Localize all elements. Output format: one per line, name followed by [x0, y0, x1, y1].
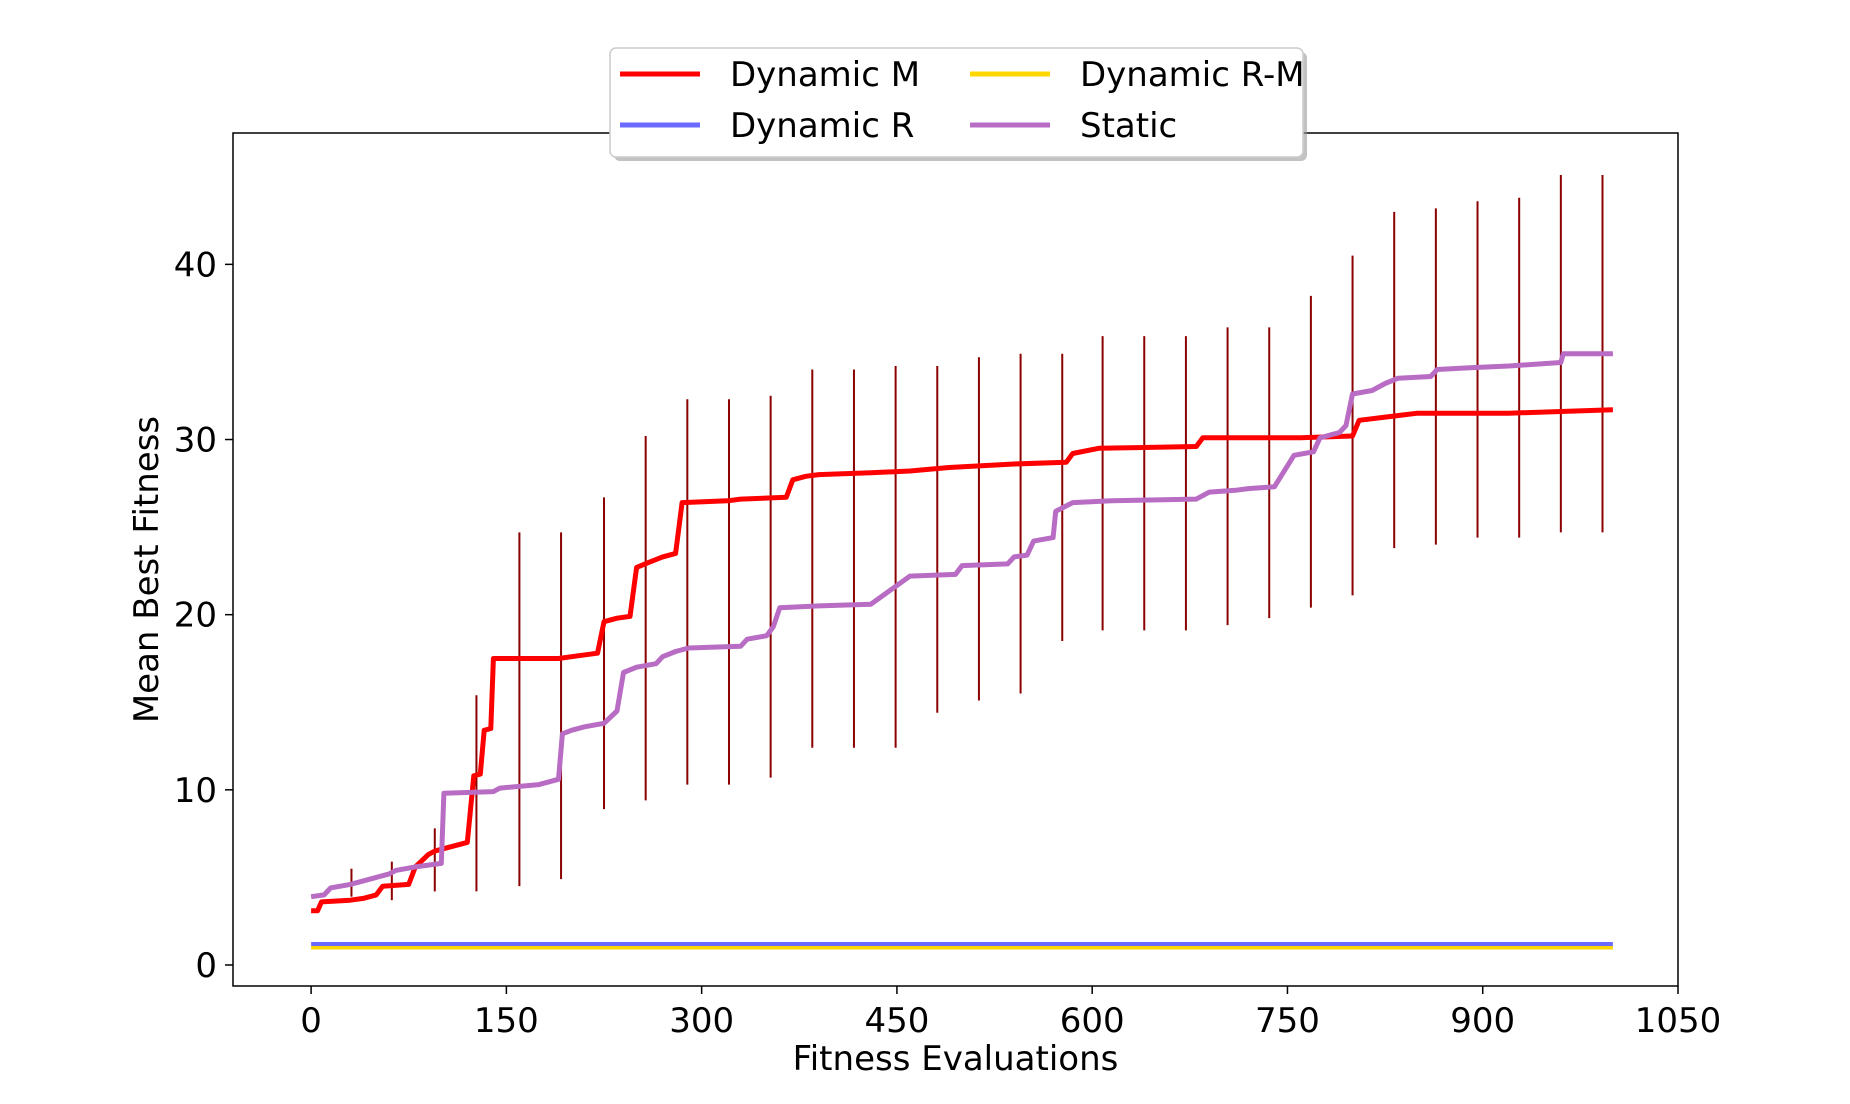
x-tick-label-600: 600 — [1060, 1001, 1125, 1041]
x-axis-title: Fitness Evaluations — [793, 1039, 1119, 1079]
y-tick-label-20: 20 — [174, 596, 217, 636]
x-tick-label-150: 150 — [474, 1001, 539, 1041]
legend-label-dynamic-r-m: Dynamic R-M — [1080, 55, 1305, 95]
x-tick-label-450: 450 — [864, 1001, 929, 1041]
y-tick-label-40: 40 — [174, 245, 217, 285]
x-tick-label-0: 0 — [300, 1001, 322, 1041]
plot-area-frame — [232, 132, 1679, 987]
legend-label-dynamic-m: Dynamic M — [730, 55, 920, 95]
x-tick-label-1050: 1050 — [1635, 1001, 1722, 1041]
x-tick-label-900: 900 — [1450, 1001, 1515, 1041]
x-tick-label-300: 300 — [669, 1001, 734, 1041]
legend-label-dynamic-r: Dynamic R — [730, 106, 914, 146]
legend: Dynamic M Dynamic R Dynamic R-M Static — [609, 47, 1307, 161]
y-axis-title: Mean Best Fitness — [127, 416, 167, 723]
series-line-dynamic-m — [311, 407, 1613, 914]
y-tick-label-0: 0 — [195, 946, 217, 986]
x-tick-label-750: 750 — [1255, 1001, 1320, 1041]
y-tick-label-30: 30 — [174, 421, 217, 461]
series-line-static — [310, 351, 1613, 900]
legend-box — [609, 47, 1304, 158]
y-tick-label-10: 10 — [174, 771, 217, 811]
legend-label-static: Static — [1080, 106, 1177, 146]
